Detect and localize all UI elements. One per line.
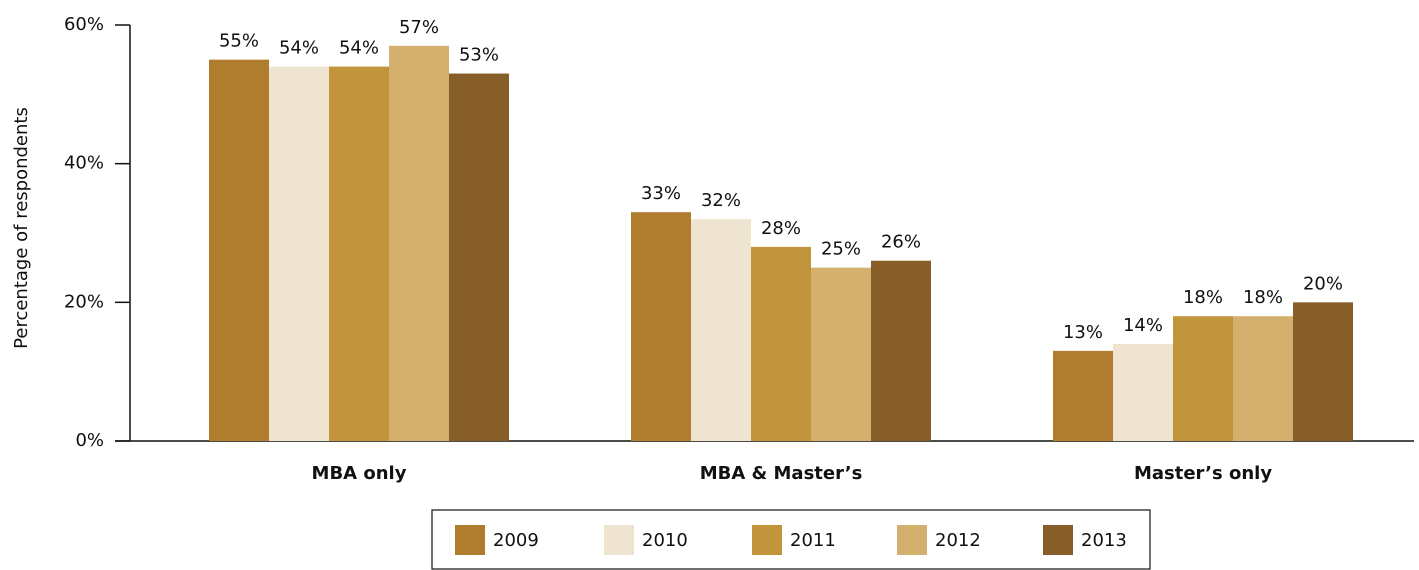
legend-label: 2011 [790, 530, 836, 551]
data-label: 53% [459, 45, 499, 66]
bar [209, 59, 269, 442]
bar [1053, 350, 1113, 441]
bar [269, 66, 329, 441]
legend-box [431, 509, 1151, 570]
bar [751, 246, 811, 441]
legend-label: 2012 [935, 530, 981, 551]
legend-swatch [752, 525, 782, 555]
bar [691, 219, 751, 441]
y-tick-label: 0% [75, 430, 104, 451]
legend-label: 2010 [642, 530, 688, 551]
legend-swatch [455, 525, 485, 555]
x-tick-label: MBA & Master’s [700, 463, 863, 484]
data-label: 13% [1063, 322, 1103, 343]
bar [329, 66, 389, 441]
y-tick-label: 20% [64, 291, 104, 312]
legend-swatch [897, 525, 927, 555]
bar [1173, 316, 1233, 441]
y-tick-label: 40% [64, 153, 104, 174]
bar [811, 267, 871, 441]
bar [389, 45, 449, 442]
data-label: 33% [641, 183, 681, 204]
bar [1233, 316, 1293, 441]
legend-label: 2013 [1081, 530, 1127, 551]
data-label: 25% [821, 239, 861, 260]
bar [1113, 343, 1173, 441]
x-tick-label: MBA only [312, 463, 407, 484]
data-label: 18% [1243, 287, 1283, 308]
data-label: 18% [1183, 287, 1223, 308]
data-label: 54% [339, 38, 379, 59]
bar [1293, 302, 1353, 441]
y-tick-label: 60% [64, 14, 104, 35]
legend-swatch [604, 525, 634, 555]
data-label: 20% [1303, 273, 1343, 294]
data-label: 26% [881, 232, 921, 253]
legend-swatch [1043, 525, 1073, 555]
bar [631, 212, 691, 441]
data-label: 28% [761, 218, 801, 239]
bar [871, 260, 931, 441]
data-label: 54% [279, 38, 319, 59]
x-tick-label: Master’s only [1134, 463, 1272, 484]
legend-label: 2009 [493, 530, 539, 551]
data-label: 57% [399, 17, 439, 38]
data-label: 32% [701, 190, 741, 211]
data-label: 14% [1123, 315, 1163, 336]
y-axis-label: Percentage of respondents [11, 107, 32, 349]
data-label: 55% [219, 31, 259, 52]
bar [449, 73, 509, 442]
